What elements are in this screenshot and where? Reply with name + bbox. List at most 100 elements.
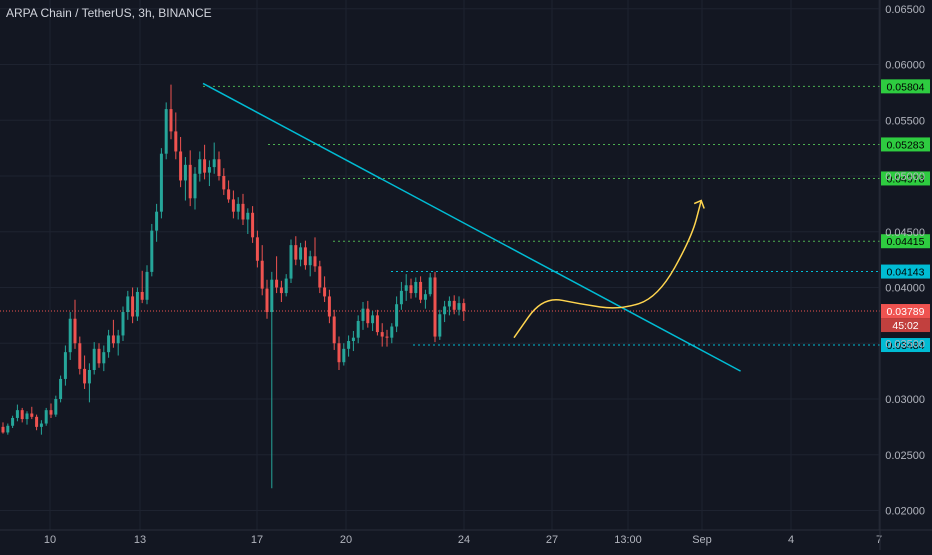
candle-body [284,278,288,294]
candle-body [198,159,202,174]
candle-body [203,159,207,173]
y-tick-label: 0.06500 [885,4,925,16]
countdown-label-bg [881,318,930,333]
candle-body [236,203,240,212]
candle-body [155,211,159,231]
projection-arrowhead [693,199,705,209]
candle-body [102,352,106,364]
candle-body [193,173,197,199]
candle-body [308,256,312,266]
x-tick-label: 4 [788,534,794,546]
price-level-label-bg [881,79,930,94]
candle-body [97,348,101,364]
candle-body [150,230,154,272]
candle-body [332,316,336,344]
candle-body [92,348,96,371]
y-tick-label: 0.05500 [885,115,925,127]
candle-body [327,296,331,317]
candle-body [179,151,183,181]
candle-body [428,277,432,295]
candle-body [318,266,322,288]
candle-body [159,153,163,212]
price-level-label-bg [881,137,930,152]
candle-body [347,341,351,349]
candle-body [35,416,39,427]
candle-body [294,245,298,260]
candle-body [30,413,34,417]
candle-body [371,315,375,324]
price-level-label-bg [881,264,930,279]
candle-body [361,308,365,321]
price-level-label: 0.04978 [887,173,925,185]
candle-body [222,176,226,190]
x-tick-label: 10 [44,534,56,546]
y-tick-label: 0.04500 [885,227,925,239]
y-tick-label: 0.04000 [885,283,925,295]
projection-curve [513,200,702,339]
y-tick-label: 0.02000 [885,506,925,518]
candle-body [255,237,259,261]
candle-body [438,314,442,337]
candle-body [356,320,360,338]
candle-body [289,245,293,279]
price-level-label: 0.04143 [887,267,925,279]
candle-body [188,164,192,199]
candle-body [83,368,87,384]
y-tick-label: 0.06000 [885,60,925,72]
candle-body [251,212,255,238]
candle-body [73,318,77,344]
candle-body [443,306,447,315]
candle-body [399,290,403,305]
x-tick-label: 17 [251,534,263,546]
candle-body [116,335,120,344]
candle-body [126,296,130,313]
candle-body [174,131,178,152]
candle-body [111,335,115,344]
candle-body [457,303,461,310]
chart-title: ARPA Chain / TetherUS, 3h, BINANCE [6,6,212,20]
candle-body [231,199,235,212]
y-tick-label: 0.05000 [885,171,925,183]
x-tick-label: 13:00 [614,534,642,546]
candle-body [404,285,408,291]
candle-body [337,343,341,363]
candle-body [164,109,168,154]
candle-body [260,260,264,289]
candle-body [241,203,245,220]
candle-body [279,287,283,294]
candle-body [227,189,231,200]
candle-body [447,300,451,307]
price-level-label: 0.05804 [887,81,925,93]
candle-body [385,336,389,338]
candle-body [11,417,15,426]
price-level-label-bg [881,338,930,353]
candle-body [63,352,67,379]
candle-body [409,285,413,294]
candle-body [246,212,250,220]
candle-body [183,164,187,181]
candle-body [452,300,456,310]
candle-body [313,256,317,267]
countdown-label: 45:02 [892,320,918,332]
candle-body [212,159,216,168]
candle-body [107,335,111,353]
candle-body [419,281,423,300]
candle-body [270,279,274,313]
current-price-label: 0.03789 [887,306,925,318]
x-tick-label: 20 [340,534,352,546]
candle-body [39,423,43,427]
candle-body [366,308,370,324]
candle-body [131,296,135,317]
price-level-label: 0.03484 [887,340,925,352]
candle-body [395,304,399,327]
candle-body [207,167,211,173]
candle-body [121,312,125,336]
candle-body [265,288,269,313]
x-tick-label: 13 [134,534,146,546]
candle-body [380,332,384,337]
candle-body [390,326,394,338]
candle-body [49,410,53,415]
price-level-label: 0.04415 [887,236,925,248]
